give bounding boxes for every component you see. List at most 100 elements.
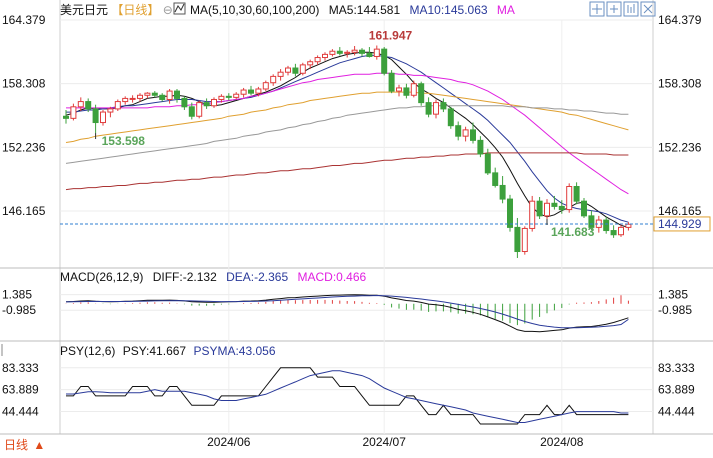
macd-tick-label-left: -0.985: [2, 303, 36, 317]
candle: [359, 48, 365, 57]
period-switch-button[interactable]: 日线 ▲: [4, 438, 45, 452]
zoom-in-icon[interactable]: [606, 1, 622, 17]
axis-labels: 164.379 164.379 158.308 158.308 152.236 152.2…: [2, 13, 702, 449]
candle-body: [77, 101, 84, 108]
period-switch-arrow-icon[interactable]: ▲: [33, 438, 45, 452]
candle-body: [477, 139, 484, 155]
candle-body: [218, 95, 225, 100]
candle-body: [344, 51, 351, 54]
bar-type-icon[interactable]: [623, 1, 639, 17]
macd-diff: DIFF:-2.132: [153, 270, 217, 284]
candle: [396, 84, 402, 97]
candle: [122, 96, 129, 105]
candle-body: [292, 67, 299, 74]
psy-line: [66, 367, 629, 425]
toolbar: [589, 1, 656, 17]
psy-tick-label-left: 44.444: [2, 405, 39, 419]
candle: [181, 96, 188, 110]
candle-body: [299, 64, 306, 74]
period-label[interactable]: 【日线】: [111, 3, 159, 17]
candle: [137, 93, 143, 102]
candle-body: [285, 67, 291, 73]
macd-value: MACD:0.466: [297, 270, 366, 284]
candle: [240, 87, 247, 98]
candle: [529, 195, 536, 232]
candle-body: [470, 129, 476, 141]
candle: [77, 97, 84, 112]
y-tick-label-left: 146.165: [2, 204, 46, 218]
candle: [107, 106, 114, 118]
candle-body: [610, 230, 617, 236]
candle: [551, 195, 558, 210]
candle-body: [618, 226, 624, 236]
candle: [433, 99, 439, 119]
candle: [573, 182, 580, 205]
candle: [499, 176, 506, 204]
candle: [455, 121, 462, 141]
close-icon[interactable]: [640, 1, 656, 17]
high-price-label: 161.947: [369, 29, 413, 43]
candle-body: [159, 94, 166, 100]
psy-params: PSY(12,6): [60, 344, 115, 358]
candle-body: [277, 71, 284, 77]
candle: [588, 210, 595, 231]
period-switch-label[interactable]: 日线: [4, 438, 28, 452]
candle: [373, 45, 380, 60]
candle: [329, 49, 336, 57]
candle-body: [544, 202, 550, 217]
candle-body: [381, 48, 388, 74]
candle: [218, 94, 225, 103]
ma-more-value: MA: [497, 3, 515, 17]
candle-body: [581, 200, 587, 217]
candle: [151, 91, 158, 98]
psyma-line: [66, 370, 629, 423]
candle-body: [107, 108, 114, 113]
candle-body: [373, 48, 380, 57]
price-annotations: 161.947 153.598 141.683: [95, 29, 595, 239]
candle-body: [122, 97, 129, 103]
candle: [307, 59, 314, 70]
candle-body: [403, 87, 410, 96]
settings-icon[interactable]: ⊖: [163, 3, 173, 17]
candle-body: [255, 88, 262, 94]
candle-body: [410, 83, 417, 96]
ma5-value: MA5:144.581: [329, 3, 401, 17]
candle: [521, 226, 528, 255]
psy-tick-label-right: 83.333: [658, 361, 695, 375]
candle-body: [499, 184, 506, 200]
candle-body: [174, 90, 180, 99]
candle: [248, 85, 254, 96]
y-tick-label-left: 164.379: [2, 13, 46, 27]
candle-body: [514, 226, 521, 253]
macd-dif-line: [65, 294, 629, 333]
candle-body: [100, 111, 106, 124]
candle: [233, 92, 240, 100]
candle: [581, 198, 587, 218]
candle: [225, 93, 232, 101]
indicator-toggle-icon[interactable]: [173, 2, 186, 15]
macd-dea-line: [65, 294, 629, 329]
candle-body: [144, 92, 151, 96]
macd-params: MACD(26,12,9): [60, 270, 143, 284]
candle-body: [307, 61, 314, 66]
candle-body: [336, 50, 343, 54]
candle: [440, 98, 447, 113]
candle: [544, 199, 550, 220]
candle: [507, 194, 513, 232]
candle: [447, 106, 454, 129]
psy-panel: [60, 367, 653, 425]
candle: [603, 216, 610, 234]
psy-tick-label-left: 83.333: [2, 361, 39, 375]
last-price-tag-label: 144.929: [658, 217, 702, 231]
candle: [322, 52, 328, 61]
candle: [366, 47, 373, 58]
candle: [211, 97, 217, 108]
crosshair-icon[interactable]: [589, 1, 605, 17]
candle: [388, 70, 395, 94]
macd-legend: MACD(26,12,9) DIFF:-2.132 DEA:-2.365 MAC…: [60, 270, 367, 284]
candle-body: [433, 102, 439, 115]
candle: [618, 224, 624, 237]
candle-body: [129, 97, 136, 100]
candle-body: [558, 205, 565, 211]
